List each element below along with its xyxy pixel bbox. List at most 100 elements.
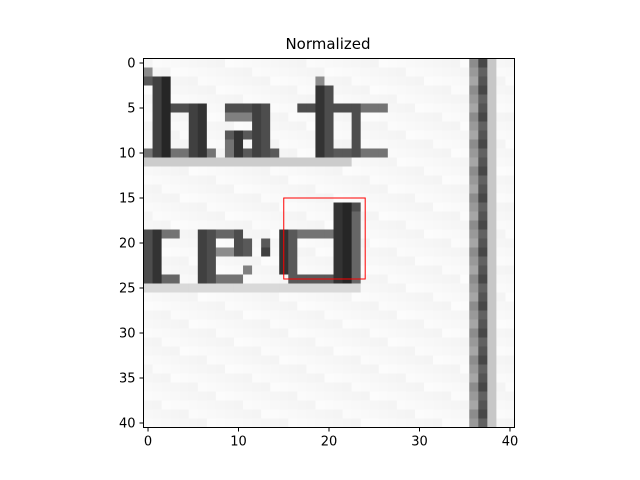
- heatmap-cell: [333, 256, 344, 267]
- heatmap-cell: [297, 382, 307, 393]
- x-axis: 0 10 20 30 40: [144, 427, 518, 450]
- heatmap-cell: [387, 355, 398, 366]
- heatmap-cell: [261, 85, 271, 96]
- heatmap-cell: [261, 238, 271, 249]
- heatmap-cell: [206, 184, 217, 195]
- heatmap-cell: [233, 85, 244, 96]
- heatmap-cell: [342, 337, 353, 348]
- heatmap-cell: [233, 211, 244, 222]
- heatmap-cell: [496, 76, 507, 87]
- heatmap-cell: [414, 211, 425, 222]
- heatmap-cell: [378, 211, 389, 222]
- heatmap-cell: [496, 157, 507, 168]
- heatmap-cell: [197, 265, 208, 276]
- heatmap-cell: [197, 175, 208, 186]
- heatmap-cell: [451, 76, 461, 87]
- heatmap-cell: [351, 319, 362, 330]
- heatmap-cell: [369, 76, 380, 87]
- heatmap-cell: [297, 391, 307, 402]
- heatmap-cell: [387, 220, 398, 231]
- heatmap-cell: [469, 184, 479, 195]
- heatmap-cell: [306, 328, 317, 339]
- heatmap-cell: [324, 148, 335, 159]
- heatmap-cell: [206, 202, 217, 213]
- heatmap-cell: [215, 139, 226, 150]
- heatmap-cell: [487, 139, 498, 150]
- heatmap-cell: [215, 166, 226, 177]
- heatmap-cell: [152, 400, 163, 411]
- heatmap-cell: [252, 121, 262, 132]
- heatmap-cell: [487, 202, 498, 213]
- heatmap-cell: [496, 193, 507, 204]
- heatmap-cell: [179, 76, 190, 87]
- heatmap-cell: [252, 292, 262, 303]
- heatmap-cell: [188, 139, 199, 150]
- heatmap-cell: [252, 310, 262, 321]
- heatmap-cell: [170, 67, 181, 78]
- heatmap-cell: [261, 175, 271, 186]
- heatmap-cell: [451, 283, 461, 294]
- heatmap-cell: [306, 175, 317, 186]
- heatmap-cell: [433, 58, 443, 69]
- heatmap-cell: [224, 130, 235, 141]
- heatmap-cell: [261, 292, 271, 303]
- heatmap-cell: [206, 418, 217, 428]
- heatmap-cell: [405, 112, 416, 123]
- heatmap-cell: [333, 85, 344, 96]
- heatmap-cell: [469, 292, 479, 303]
- heatmap-cell: [161, 184, 172, 195]
- heatmap-cell: [496, 274, 507, 285]
- heatmap-cell: [306, 256, 317, 267]
- heatmap-cell: [424, 193, 434, 204]
- heatmap-cell: [360, 400, 371, 411]
- heatmap-cell: [396, 130, 407, 141]
- heatmap-cell: [387, 175, 398, 186]
- heatmap-cell: [396, 76, 407, 87]
- heatmap-cell: [261, 418, 271, 428]
- y-tick-label: 30: [119, 327, 136, 342]
- heatmap-cell: [197, 400, 208, 411]
- heatmap-cell: [369, 130, 380, 141]
- heatmap-cell: [215, 364, 226, 375]
- heatmap-cell: [396, 184, 407, 195]
- heatmap-cell: [433, 256, 443, 267]
- heatmap-cell: [315, 382, 326, 393]
- heatmap-cell: [442, 166, 452, 177]
- heatmap-cell: [451, 256, 461, 267]
- heatmap-cell: [433, 166, 443, 177]
- heatmap-cell: [424, 220, 434, 231]
- heatmap-cell: [143, 247, 154, 258]
- heatmap-cell: [252, 274, 262, 285]
- heatmap-cell: [288, 400, 298, 411]
- heatmap-cell: [315, 94, 326, 105]
- heatmap-cell: [496, 265, 507, 276]
- heatmap-cell: [351, 58, 362, 69]
- heatmap-cell: [360, 166, 371, 177]
- heatmap-cell: [369, 148, 380, 159]
- heatmap-cell: [505, 328, 515, 339]
- heatmap-cell: [442, 274, 452, 285]
- heatmap-cell: [387, 418, 398, 428]
- heatmap-cell: [478, 310, 488, 321]
- heatmap-cell: [215, 274, 226, 285]
- heatmap-cell: [315, 337, 326, 348]
- heatmap-cell: [387, 229, 398, 240]
- heatmap-cell: [414, 112, 425, 123]
- heatmap-cell: [233, 76, 244, 87]
- heatmap-cell: [496, 220, 507, 231]
- heatmap-cell: [351, 202, 362, 213]
- heatmap-cell: [197, 310, 208, 321]
- heatmap-cell: [224, 193, 235, 204]
- heatmap-cell: [206, 85, 217, 96]
- heatmap-cell: [451, 373, 461, 384]
- heatmap-cell: [297, 346, 307, 357]
- heatmap-cell: [170, 283, 181, 294]
- heatmap-cell: [252, 328, 262, 339]
- heatmap-cell: [161, 238, 172, 249]
- heatmap-cell: [405, 76, 416, 87]
- heatmap-cell: [224, 238, 235, 249]
- heatmap-cell: [378, 85, 389, 96]
- heatmap-cell: [496, 112, 507, 123]
- heatmap-cell: [161, 346, 172, 357]
